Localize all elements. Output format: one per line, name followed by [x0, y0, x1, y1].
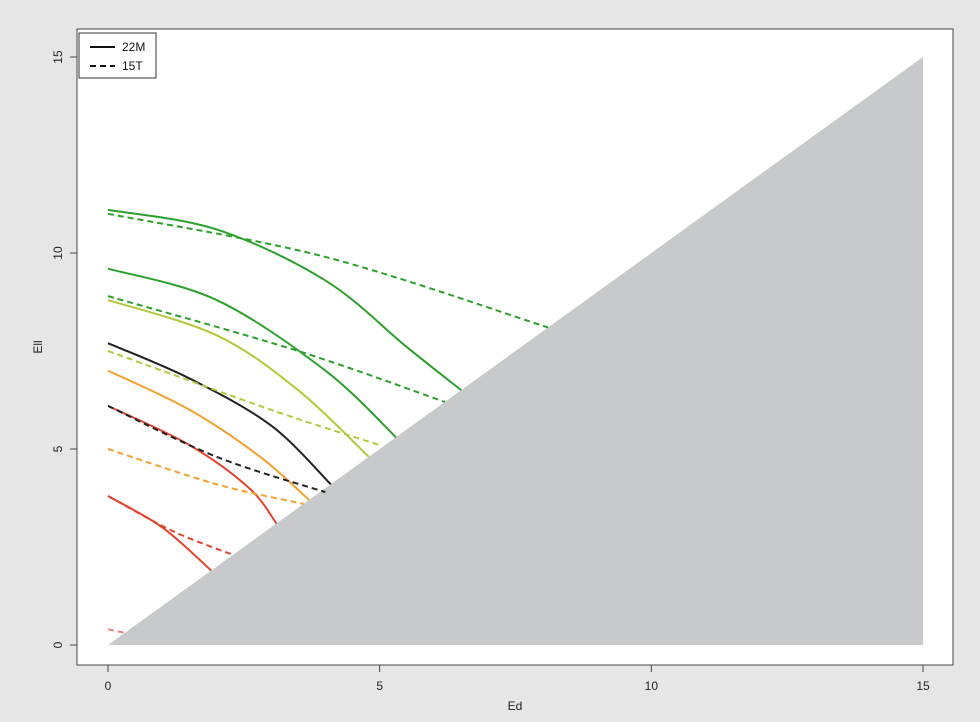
- series-layer: [107, 208, 549, 635]
- legend-label-15t: 15T: [122, 59, 143, 73]
- y-axis-title: Ell: [31, 340, 45, 353]
- plot-frame: [76, 28, 954, 666]
- series-line-12-dashed: [107, 448, 304, 505]
- y-tick-label: 15: [51, 50, 65, 64]
- y-tick-label: 10: [51, 246, 65, 260]
- x-tick-label: 15: [916, 679, 930, 693]
- shaded-region: [108, 57, 923, 645]
- legend-box: [78, 32, 157, 79]
- y-tick-label: 0: [51, 641, 65, 648]
- legend: 22M 15T: [78, 32, 157, 79]
- series-line-1-solid: [107, 208, 462, 391]
- series-line-11-dashed: [107, 404, 326, 494]
- series-line-4-solid: [107, 342, 332, 485]
- x-axis-title: Ed: [508, 699, 523, 713]
- legend-label-22m: 22M: [122, 40, 145, 54]
- x-tick-label: 10: [645, 679, 659, 693]
- x-tick-label: 5: [376, 679, 383, 693]
- series-line-14-dashed: [107, 628, 128, 635]
- axes-layer: 0 5 10 15 0 5 10 15: [51, 50, 930, 693]
- x-tick-label: 0: [105, 679, 112, 693]
- series-line-2-solid: [107, 267, 397, 438]
- series-line-13-dashed: [107, 495, 234, 556]
- series-line-3-solid: [107, 299, 370, 458]
- series-line-8-dashed: [107, 212, 549, 329]
- y-tick-label: 5: [51, 445, 65, 452]
- shaded-region-layer: [108, 57, 923, 645]
- series-line-9-dashed: [107, 295, 446, 403]
